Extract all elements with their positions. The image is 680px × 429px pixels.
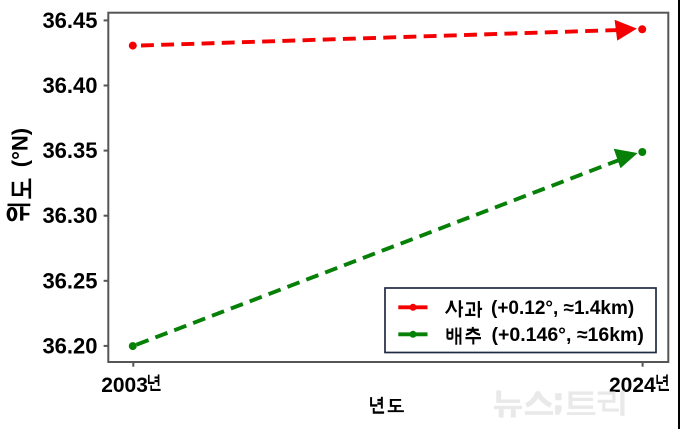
svg-text:2024: 2024 (609, 374, 656, 397)
svg-text:(°N): (°N) (8, 128, 33, 167)
svg-text:36.35: 36.35 (42, 138, 97, 163)
svg-text:36.25: 36.25 (42, 268, 97, 293)
svg-text:36.20: 36.20 (42, 333, 97, 358)
svg-text:36.40: 36.40 (42, 73, 97, 98)
svg-text:36.45: 36.45 (42, 8, 97, 33)
svg-text:36.30: 36.30 (42, 203, 97, 228)
svg-text:(+0.146°, ≈16km): (+0.146°, ≈16km) (492, 324, 644, 346)
svg-text:2003: 2003 (101, 374, 148, 397)
svg-text:(+0.12°, ≈1.4km): (+0.12°, ≈1.4km) (491, 298, 634, 319)
